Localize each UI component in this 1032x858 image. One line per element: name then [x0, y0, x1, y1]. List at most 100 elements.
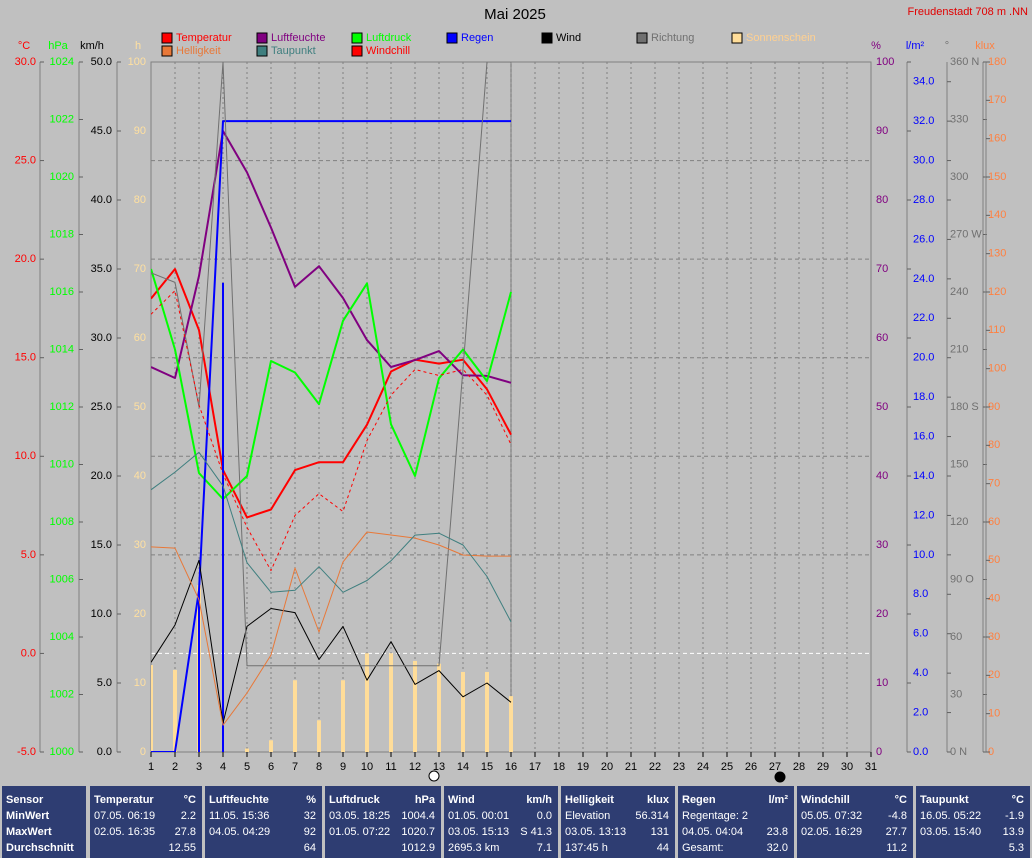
column-unit: °C: [1011, 794, 1024, 806]
y-tick-label: 2.0: [913, 706, 928, 718]
table-column: Luftfeuchte% 11.05. 15:36 32 04.05. 04:29 92…: [205, 786, 322, 858]
cell-label: 01.05. 07:22: [329, 826, 391, 838]
table-column: Luftdruck hPa 03.05. 18:25 1004.4 01.05. 07:…: [325, 786, 441, 858]
column-unit: klux: [646, 794, 669, 806]
cell-value: 1004.4: [401, 810, 435, 822]
series-line: [151, 290, 512, 572]
y-tick-label: 30.0: [91, 332, 112, 344]
cell-value: -1.9: [1005, 810, 1024, 822]
x-tick-label: 5: [244, 761, 250, 773]
y-tick-label: 40: [876, 470, 888, 482]
y-tick-label: 1022: [50, 113, 74, 125]
x-tick-label: 16: [505, 761, 517, 773]
y-tick-label: 110: [988, 324, 1006, 336]
column-title: Luftdruck: [329, 794, 380, 806]
cell-value: 27.7: [885, 826, 907, 838]
cell-value: S 41.3: [520, 826, 552, 838]
y-tick-label: 0.0: [913, 746, 928, 758]
bar: [317, 720, 321, 752]
column-title: Luftfeuchte: [209, 794, 269, 806]
cell-value: 7.1: [536, 842, 552, 854]
y-tick-label: 60: [950, 631, 962, 643]
y-tick-label: 0: [876, 746, 882, 758]
y-tick-label: 10.0: [91, 608, 112, 620]
table-column: Regen l/m² Regentage: 2 04.05. 04:04 23.8 Ges…: [678, 786, 794, 858]
y-tick-label: 22.0: [913, 312, 934, 324]
axis-unit: hPa: [48, 40, 68, 52]
series-line: [151, 559, 512, 724]
x-tick-label: 29: [817, 761, 829, 773]
y-tick-label: 360 N: [950, 56, 979, 68]
y-tick-label: 140: [988, 209, 1006, 221]
y-tick-label: 1004: [50, 631, 74, 643]
x-tick-label: 19: [577, 761, 589, 773]
legend-swatch: [446, 32, 458, 44]
y-tick-label: 90: [876, 125, 888, 137]
legend-label: Temperatur: [176, 32, 232, 44]
y-tick-label: 20: [134, 608, 146, 620]
legend-swatch: [541, 32, 553, 44]
x-tick-label: 18: [553, 761, 565, 773]
column-unit: km/h: [526, 794, 552, 806]
x-tick-label: 4: [220, 761, 226, 773]
y-tick-label: 10: [876, 677, 888, 689]
y-tick-label: -5.0: [17, 746, 36, 758]
cell-value: 2.2: [180, 810, 196, 822]
y-tick-label: 70: [134, 263, 146, 275]
legend-label: Wind: [556, 32, 581, 44]
legend-swatch: [161, 45, 173, 57]
bar: [151, 665, 153, 752]
legend-label: Taupunkt: [271, 45, 316, 57]
y-tick-label: 60: [134, 332, 146, 344]
cell-value: 12.55: [168, 842, 196, 854]
cell-value: 44: [656, 842, 669, 854]
cell-label: Gesamt:: [682, 842, 724, 854]
y-tick-label: 16.0: [913, 430, 934, 442]
axis-unit: klux: [975, 40, 995, 52]
y-tick-label: 8.0: [913, 588, 928, 600]
y-tick-label: 0: [988, 746, 994, 758]
y-tick-label: 35.0: [91, 263, 112, 275]
x-tick-label: 31: [865, 761, 877, 773]
y-tick-label: 20.0: [913, 352, 934, 364]
x-tick-label: 12: [409, 761, 421, 773]
x-tick-label: 23: [673, 761, 685, 773]
cell-value: 11.2: [886, 842, 907, 854]
y-tick-label: 1018: [50, 228, 74, 240]
y-tick-label: 30: [950, 688, 962, 700]
bar: [413, 660, 417, 752]
column-title: Taupunkt: [920, 794, 969, 806]
legend-swatch: [256, 32, 268, 44]
x-tick-label: 28: [793, 761, 805, 773]
y-tick-label: 4.0: [913, 667, 928, 679]
cell-value: 27.8: [174, 826, 196, 838]
y-tick-label: 10.0: [913, 549, 934, 561]
y-tick-label: 20: [988, 669, 1000, 681]
bar: [509, 696, 513, 752]
x-tick-label: 24: [697, 761, 709, 773]
legend-label: Windchill: [366, 45, 410, 57]
bar: [245, 748, 249, 752]
cell-label: Elevation: [565, 810, 611, 822]
y-tick-label: 25.0: [15, 154, 36, 166]
table-column: Temperatur °C 07.05. 06:19 2.2 02.05. 16:35 2…: [90, 786, 202, 858]
table-column: Taupunkt °C 16.05. 05:22 -1.9 03.05. 15:40 13…: [916, 786, 1030, 858]
y-tick-label: 15.0: [91, 539, 112, 551]
y-tick-label: 80: [988, 439, 1000, 451]
y-tick-label: 10: [988, 708, 1000, 720]
series-line: [151, 531, 511, 726]
y-tick-label: 5.0: [97, 677, 112, 689]
cell-value: 131: [650, 826, 669, 838]
x-tick-label: 13: [433, 761, 445, 773]
x-tick-label: 1: [148, 761, 154, 773]
sensor-column: Sensor MinWert MaxWert Durchschnitt: [2, 786, 86, 858]
axis-unit: °C: [18, 40, 30, 52]
y-tick-label: 0.0: [21, 647, 36, 659]
x-tick-label: 11: [385, 761, 396, 773]
cell-value: 1012.9: [401, 842, 435, 854]
column-title: Helligkeit: [565, 794, 614, 806]
bar: [269, 740, 273, 752]
bar: [293, 680, 297, 752]
y-tick-label: 210: [950, 343, 968, 355]
new-moon: [774, 771, 786, 783]
